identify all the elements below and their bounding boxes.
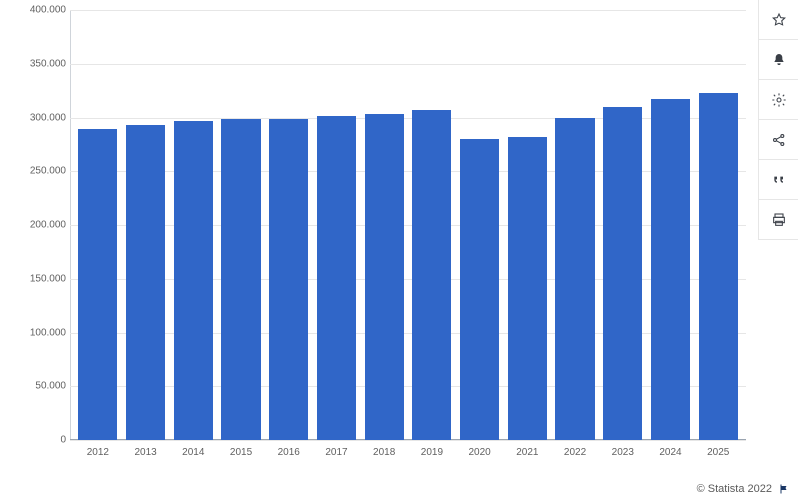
y-tick-label: 200.000 [22,220,66,231]
bar-slot: 2013 [122,10,170,440]
x-tick-label: 2023 [612,447,634,458]
favorite-button[interactable] [759,0,798,40]
x-tick-label: 2025 [707,447,729,458]
bar-slot: 2017 [313,10,361,440]
bell-icon [771,52,787,68]
chart-container: Consumo en millones de litros 050.000100… [0,0,758,475]
x-tick-label: 2014 [182,447,204,458]
y-tick-label: 0 [22,435,66,446]
y-tick-label: 300.000 [22,112,66,123]
star-icon [771,12,787,28]
x-tick-label: 2013 [134,447,156,458]
x-tick-label: 2021 [516,447,538,458]
print-button[interactable] [759,200,798,240]
y-tick-label: 50.000 [22,381,66,392]
bar[interactable] [78,129,117,440]
print-icon [771,212,787,228]
bar[interactable] [174,121,213,440]
quote-icon [771,172,787,188]
bar[interactable] [555,118,594,441]
share-icon [771,132,787,148]
x-tick-label: 2020 [468,447,490,458]
x-tick-label: 2018 [373,447,395,458]
bar[interactable] [412,110,451,440]
x-tick-label: 2024 [659,447,681,458]
flag-icon [778,482,790,496]
bar-slot: 2018 [360,10,408,440]
y-tick-label: 350.000 [22,58,66,69]
x-tick-label: 2017 [325,447,347,458]
bar[interactable] [365,114,404,440]
bar-slot: 2024 [647,10,695,440]
bar-slot: 2015 [217,10,265,440]
y-tick-label: 100.000 [22,327,66,338]
x-tick-label: 2012 [87,447,109,458]
x-tick-label: 2015 [230,447,252,458]
grid-line [70,440,746,441]
bar-slot: 2014 [169,10,217,440]
gear-icon [771,92,787,108]
bar-slot: 2020 [456,10,504,440]
bar[interactable] [651,99,690,440]
bar[interactable] [603,107,642,440]
y-tick-label: 150.000 [22,273,66,284]
bar-slot: 2023 [599,10,647,440]
attribution: © Statista 2022 [697,482,790,496]
bar-slot: 2025 [694,10,742,440]
x-tick-label: 2019 [421,447,443,458]
x-tick-label: 2022 [564,447,586,458]
y-tick-label: 400.000 [22,5,66,16]
bar-slot: 2012 [74,10,122,440]
bar[interactable] [317,116,356,440]
bar[interactable] [508,137,547,440]
bar-slot: 2016 [265,10,313,440]
bar-slot: 2022 [551,10,599,440]
bar[interactable] [221,119,260,440]
side-toolbar [758,0,798,240]
cite-button[interactable] [759,160,798,200]
y-tick-label: 250.000 [22,166,66,177]
bars-group: 2012201320142015201620172018201920202021… [70,10,746,440]
share-button[interactable] [759,120,798,160]
notify-button[interactable] [759,40,798,80]
bar[interactable] [460,139,499,440]
bar-slot: 2019 [408,10,456,440]
plot-area: Consumo en millones de litros 050.000100… [70,10,746,440]
bar[interactable] [126,125,165,440]
bar[interactable] [269,119,308,440]
bar-slot: 2021 [503,10,551,440]
attribution-text: © Statista 2022 [697,483,772,495]
x-tick-label: 2016 [278,447,300,458]
bar[interactable] [699,93,738,440]
settings-button[interactable] [759,80,798,120]
